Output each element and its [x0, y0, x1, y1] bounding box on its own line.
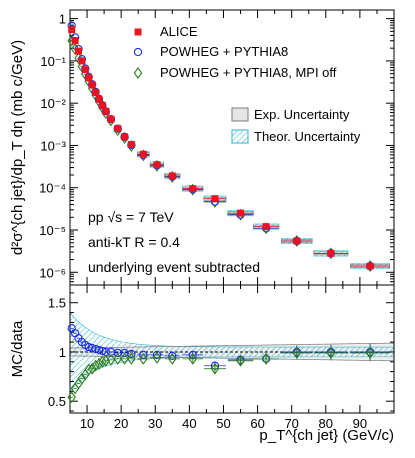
ratio-mpi-off-point	[139, 352, 148, 365]
alice-point	[168, 172, 176, 180]
alice-point	[92, 88, 100, 96]
legend-label-mpi-off: POWHEG + PYTHIA8, MPI off	[160, 65, 337, 80]
y-tick-label-spectrum: 10⁻⁴	[39, 181, 66, 196]
ratio-mpi-off-point	[98, 355, 107, 368]
ratio-mpi-off-point	[188, 352, 198, 365]
x-tick-label: 60	[250, 416, 264, 431]
points-layer	[67, 21, 390, 404]
y-tick-label-spectrum: 1	[59, 12, 66, 27]
alice-point	[189, 185, 197, 193]
alice-point	[121, 133, 129, 141]
ratio-mpi-off-point	[326, 346, 336, 359]
ratio-mpi-off-point	[113, 352, 123, 365]
legend-box-exp	[231, 107, 249, 122]
alice-point	[153, 161, 161, 169]
legend-label-alice: ALICE	[160, 24, 198, 39]
alice-point	[78, 57, 86, 65]
powheg-point	[113, 124, 122, 133]
ratio-mpi-off-point	[77, 372, 87, 385]
y-tick-label-spectrum: 10⁻¹	[40, 54, 66, 69]
ratio-powheg-point	[168, 351, 177, 361]
alice-point	[237, 209, 245, 217]
legend-label-powheg: POWHEG + PYTHIA8	[160, 44, 288, 59]
alice-point	[366, 262, 374, 270]
annotation-jet-algorithm: anti-kT R = 0.4	[88, 234, 180, 250]
alice-point	[127, 141, 135, 149]
x-tick-label: 70	[284, 416, 298, 431]
y-tick-label-ratio: 1	[59, 345, 66, 360]
alice-point	[293, 237, 301, 245]
x-tick-label: 20	[114, 416, 128, 431]
alice-point	[139, 150, 147, 158]
alice-point	[211, 195, 219, 203]
y-tick-label-ratio: 1.5	[48, 296, 66, 311]
x-axis-title: p_T^{ch jet} (GeV/c)	[259, 427, 394, 444]
y-tick-label-spectrum: 10⁻⁵	[39, 223, 66, 238]
ratio-mpi-off-point	[67, 391, 76, 404]
alice-point	[102, 107, 110, 115]
annotation-ue-subtracted: underlying event subtracted	[88, 259, 260, 275]
alice-point	[114, 125, 122, 133]
legend-label-exp: Exp. Uncertainty	[254, 107, 350, 122]
alice-point	[88, 81, 96, 89]
x-tick-label: 50	[216, 416, 230, 431]
x-tick-label: 30	[148, 416, 162, 431]
annotation-energy: pp √s = 7 TeV	[88, 209, 174, 225]
legend-marker-alice	[134, 28, 142, 36]
text-layer: 10⁻⁶ 10⁻⁵ 10⁻⁴ 10⁻³ 10⁻² 10⁻¹ 1 0.5 1 1.5 10 20 30 40…	[9, 12, 394, 444]
ratio-mpi-off-point	[120, 352, 129, 365]
ratio-powheg-point	[127, 349, 136, 359]
alice-point	[71, 37, 79, 45]
ratio-mpi-off-point	[84, 363, 94, 376]
y-tick-label-spectrum: 10⁻²	[40, 96, 66, 111]
ratio-powheg-point	[98, 346, 107, 356]
y-axis-title-ratio: MC/data	[9, 320, 26, 377]
alice-point	[68, 26, 76, 34]
x-tick-label: 40	[182, 416, 196, 431]
alice-point	[98, 102, 106, 110]
ratio-mpi-off-point	[365, 346, 375, 359]
ratio-mpi-off-point	[127, 352, 136, 365]
ratio-mpi-off-point	[210, 362, 220, 375]
legend-label-theory: Theor. Uncertainty	[254, 129, 361, 144]
x-tick-label: 80	[319, 416, 333, 431]
alice-point	[107, 115, 115, 123]
ratio-mpi-off-point	[87, 362, 97, 375]
alice-point	[75, 47, 83, 55]
powheg-point	[120, 132, 129, 141]
ratio-mpi-off-point	[236, 354, 245, 367]
y-tick-label-ratio: 0.5	[48, 394, 66, 409]
ratio-mpi-off-point	[152, 351, 162, 364]
ratio-mpi-off-point	[261, 352, 271, 365]
alice-point	[327, 249, 335, 257]
ratio-mpi-off-point	[106, 353, 116, 366]
legend-marker-powheg	[133, 47, 143, 57]
y-axis-title-spectrum: d²σ^{ch jet}/dp_T dη (mb c/GeV)	[9, 40, 26, 255]
ratio-powheg-point	[152, 350, 162, 360]
ratio-frame	[69, 284, 395, 414]
x-tick-label: 10	[80, 416, 94, 431]
y-tick-label-spectrum: 10⁻³	[40, 138, 66, 153]
alice-point	[262, 223, 270, 231]
alice-point	[85, 74, 93, 82]
ratio-mpi-off-point	[168, 352, 177, 365]
powheg-point	[106, 114, 116, 124]
legend-marker-mpi-off	[133, 67, 143, 79]
alice-point	[81, 66, 89, 74]
ratio-mpi-off-point	[292, 346, 302, 359]
y-tick-label-spectrum: 10⁻⁶	[39, 265, 66, 280]
x-tick-label: 90	[353, 416, 367, 431]
legend-box-theory	[231, 129, 249, 144]
alice-point	[95, 95, 103, 103]
